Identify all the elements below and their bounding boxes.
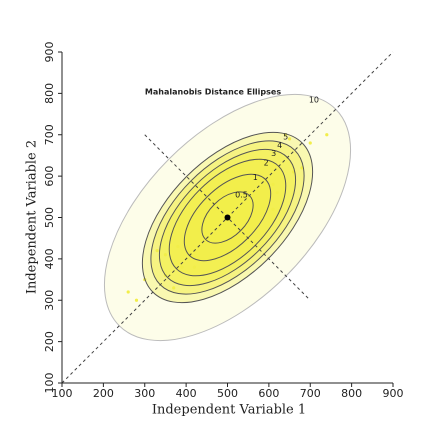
point xyxy=(234,186,238,191)
y-tick-label: 200 xyxy=(43,331,56,352)
point xyxy=(126,290,130,294)
point xyxy=(308,141,312,145)
point xyxy=(271,207,275,211)
point xyxy=(325,133,329,137)
point xyxy=(192,265,196,269)
point xyxy=(217,249,221,253)
point xyxy=(163,253,168,257)
point xyxy=(250,174,254,178)
x-tick-label: 100 xyxy=(52,387,73,400)
point xyxy=(196,228,201,232)
point xyxy=(201,257,205,261)
center-point xyxy=(224,214,231,221)
point xyxy=(271,182,275,186)
x-tick-label: 700 xyxy=(300,387,321,400)
y-tick-label: 900 xyxy=(43,42,56,63)
x-tick-label: 300 xyxy=(134,387,155,400)
chart-title: Mahalanobis Distance Ellipses xyxy=(145,88,281,97)
x-tick-label: 600 xyxy=(258,387,279,400)
point xyxy=(275,191,279,195)
ellipse-label: 10 xyxy=(309,96,319,105)
ellipse-label: 1 xyxy=(253,173,258,182)
point xyxy=(172,286,176,290)
point xyxy=(188,236,192,240)
x-axis-title: Independent Variable 1 xyxy=(152,403,306,418)
ellipse-label: 4 xyxy=(277,141,282,150)
x-tick-label: 200 xyxy=(93,387,114,400)
y-tick-label: 300 xyxy=(43,290,56,311)
ellipse-label: 3 xyxy=(271,149,276,158)
y-tick-label: 100 xyxy=(43,373,56,394)
y-tick-label: 400 xyxy=(43,248,56,269)
x-tick-label: 800 xyxy=(341,387,362,400)
point xyxy=(180,265,184,269)
x-tick-label: 400 xyxy=(176,387,197,400)
y-tick-label: 600 xyxy=(43,166,56,187)
point xyxy=(155,249,159,253)
point xyxy=(225,170,230,174)
point xyxy=(300,166,304,170)
y-axis-title: Independent Variable 2 xyxy=(25,140,40,294)
point xyxy=(134,298,139,302)
ellipse-label: 5 xyxy=(283,133,288,142)
point xyxy=(263,203,267,207)
point xyxy=(287,137,292,141)
y-tick-label: 500 xyxy=(43,207,56,228)
point xyxy=(213,207,217,211)
point xyxy=(221,191,225,195)
ellipse-label: 0.5 xyxy=(235,190,248,199)
point xyxy=(176,244,180,249)
ellipse-label: 2 xyxy=(264,159,269,168)
point xyxy=(205,215,209,220)
y-tick-label: 700 xyxy=(43,124,56,145)
x-tick-label: 900 xyxy=(383,387,404,400)
point xyxy=(213,232,217,236)
y-tick-label: 800 xyxy=(43,83,56,104)
x-tick-label: 500 xyxy=(217,387,238,400)
